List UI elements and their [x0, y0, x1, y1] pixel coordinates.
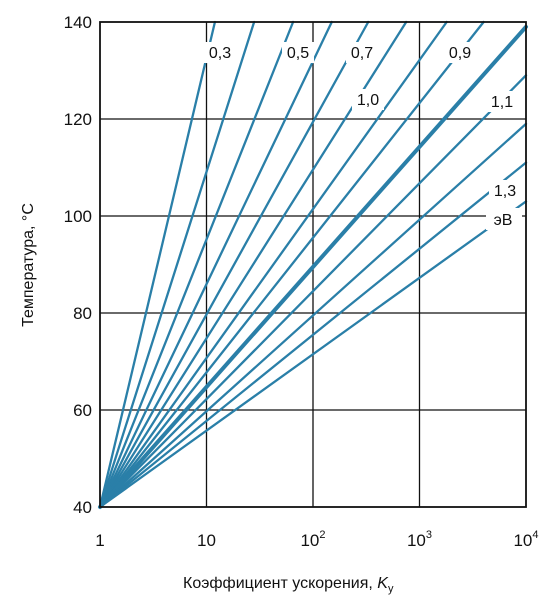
series-line-2	[98, 20, 295, 509]
y-tick-label: 80	[73, 304, 92, 323]
series-label-7: 0,9	[449, 45, 471, 62]
series-label-bg	[346, 42, 378, 63]
x-tick-label: 1	[95, 531, 104, 550]
unit-label: эВ	[494, 212, 513, 229]
x-axis-label-text: Коэффициент ускорения,	[183, 575, 377, 592]
series-label-9: 1,1	[491, 94, 513, 111]
series-label-8: 1,0	[357, 92, 379, 109]
x-tick-label: 10	[197, 531, 216, 550]
series-label-bg	[489, 180, 521, 201]
series-label-bg	[282, 42, 314, 63]
x-tick-label: 102	[300, 529, 325, 550]
y-tick-label: 100	[64, 207, 92, 226]
series-line-9	[98, 74, 528, 509]
series-line-0	[98, 20, 217, 509]
series-line-1	[98, 20, 256, 509]
y-tick-labels: 40 60 80 100 120 140	[64, 13, 92, 517]
y-tick-label: 60	[73, 401, 92, 420]
x-axis-label-sub: у	[388, 583, 394, 595]
x-axis-label-var: K	[377, 575, 389, 592]
series-line-8	[98, 24, 528, 509]
series-label-bg	[486, 91, 518, 112]
unit-label-bg	[486, 208, 522, 230]
x-tick-labels: 1 10 102 103 104	[95, 529, 538, 550]
curve-labels-layer: 0,3 0,5 0,7 0,9 1,0 1,1 1,3 эВ	[204, 42, 522, 230]
y-tick-label: 140	[64, 13, 92, 32]
series-line-7	[98, 20, 485, 509]
series-line-11	[98, 161, 528, 509]
series-line-3	[98, 20, 333, 509]
y-tick-label: 40	[73, 498, 92, 517]
y-tick-label: 120	[64, 110, 92, 129]
series-label-1: 0,3	[209, 45, 231, 62]
series-label-bg	[204, 42, 236, 63]
x-tick-label: 103	[407, 529, 432, 550]
series-line-12	[98, 200, 528, 509]
series-label-3: 0,5	[287, 45, 309, 62]
x-tick-label: 104	[513, 529, 538, 550]
series-label-11: 1,3	[494, 183, 516, 200]
series-line-10	[98, 122, 528, 509]
series-label-5: 0,7	[351, 45, 373, 62]
series-label-bg	[444, 42, 476, 63]
y-axis-label: Температура, °C	[20, 203, 37, 327]
series-line-4	[98, 20, 370, 509]
series-label-bg	[352, 89, 384, 110]
plot-frame	[99, 21, 527, 508]
x-axis-label: Коэффициент ускорения, Kу	[183, 575, 394, 595]
series-line-6	[98, 20, 448, 509]
